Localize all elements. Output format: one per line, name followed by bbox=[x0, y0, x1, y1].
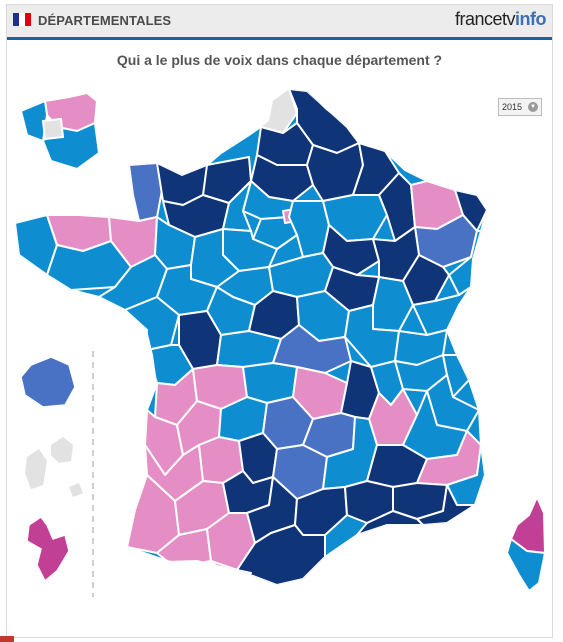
dept-eure[interactable] bbox=[222, 180, 252, 232]
guadeloupe-basse-terre[interactable] bbox=[25, 449, 47, 489]
france-departments-map bbox=[13, 87, 547, 597]
dept-haute-savoie[interactable] bbox=[442, 354, 470, 398]
flag-blue bbox=[13, 13, 19, 26]
header-title: DÉPARTEMENTALES bbox=[38, 13, 172, 28]
widget-frame: DÉPARTEMENTALES francetvinfo Qui a le pl… bbox=[6, 4, 553, 638]
year-selected-value: 2015 bbox=[502, 102, 523, 112]
idf-inset bbox=[19, 91, 101, 171]
dept-indre[interactable] bbox=[216, 330, 282, 368]
francetvinfo-logo[interactable]: francetvinfo bbox=[454, 9, 547, 30]
map-question: Qui a le plus de voix dans chaque départ… bbox=[116, 52, 443, 68]
guadeloupe-island[interactable] bbox=[69, 483, 83, 497]
dept-bas-rhin[interactable] bbox=[454, 189, 487, 232]
dept-aude[interactable] bbox=[236, 524, 326, 585]
chevron-down-icon: ▼ bbox=[528, 102, 538, 112]
corsica-corse-du-sud[interactable] bbox=[505, 537, 547, 593]
brand-part-2: info bbox=[515, 9, 547, 29]
flag-red bbox=[25, 13, 31, 26]
header-bar: DÉPARTEMENTALES francetvinfo bbox=[7, 5, 552, 40]
brand-part-1: francetv bbox=[454, 9, 516, 29]
inset-mayotte[interactable] bbox=[26, 515, 70, 583]
guadeloupe-grande-terre[interactable] bbox=[51, 437, 73, 463]
flag-white bbox=[19, 13, 25, 26]
bottom-accent-mark bbox=[0, 636, 14, 642]
idf-inset-paris[interactable] bbox=[41, 117, 65, 141]
inset-la-reunion[interactable] bbox=[20, 356, 76, 408]
inset-guadeloupe bbox=[25, 437, 83, 497]
dept-morbihan[interactable] bbox=[46, 240, 132, 291]
french-flag-icon bbox=[13, 13, 31, 26]
year-dropdown[interactable]: 2015 ▼ bbox=[498, 98, 542, 116]
dept-bouches-du-rhone[interactable] bbox=[356, 510, 424, 536]
